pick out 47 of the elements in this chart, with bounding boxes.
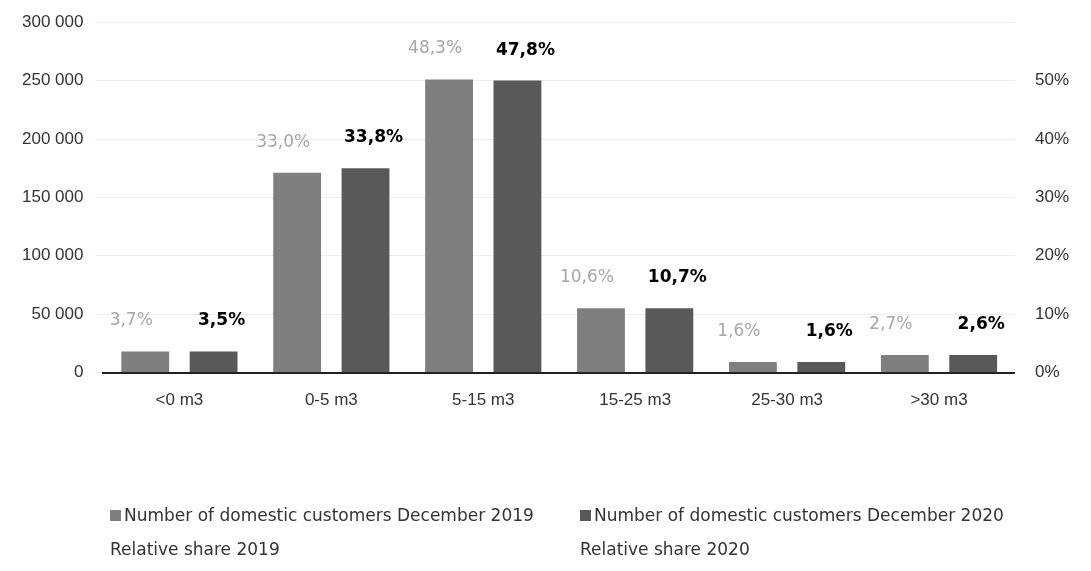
y2-tick-label: 50% — [1034, 70, 1070, 90]
text: Relative share 2019 — [110, 539, 281, 559]
y-tick-label: 300 000 — [22, 11, 84, 31]
x-tick-label: 15-25 m3 — [599, 390, 672, 410]
y-tick-label: 150 000 — [22, 187, 84, 207]
annotation: 1,6% — [805, 320, 853, 341]
y2-tick-label: 0% — [1034, 362, 1060, 382]
bar — [880, 355, 929, 373]
bar — [341, 168, 390, 373]
annotation: 33,8% — [344, 126, 404, 147]
legend-label: Number of domestic customers December 2020 — [594, 505, 1004, 525]
x-tick-label: 5-15 m3 — [452, 390, 515, 410]
bar — [577, 308, 625, 373]
y-tick-label: 50 000 — [31, 303, 84, 323]
y-tick-label: 100 000 — [22, 245, 84, 265]
bar — [425, 79, 473, 373]
y-tick-label: 250 000 — [22, 70, 84, 90]
annotation: 2,7% — [869, 313, 913, 333]
legend-label: Number of domestic customers December 2019 — [124, 505, 534, 525]
bar — [728, 362, 777, 373]
text: Relative share 2020 — [580, 539, 751, 559]
annotation: 47,8% — [495, 38, 555, 59]
bar — [645, 308, 694, 373]
bar — [121, 351, 170, 373]
y2-tick-label: 10% — [1034, 303, 1070, 323]
y2-tick-label: 20% — [1034, 245, 1070, 265]
y-tick-label: 200 000 — [22, 128, 84, 148]
y2-tick-label: 30% — [1034, 187, 1070, 207]
bar — [189, 351, 238, 373]
bar — [797, 362, 846, 373]
annotation: 3,5% — [198, 309, 246, 330]
annotation: 48,3% — [408, 37, 463, 58]
x-tick-label: 0-5 m3 — [304, 390, 358, 410]
bar — [273, 172, 322, 373]
y-tick-label: 0 — [73, 362, 84, 382]
x-tick-label: 25-30 m3 — [751, 390, 824, 410]
bar — [493, 80, 542, 373]
x-tick-label: <0 m3 — [155, 390, 204, 410]
annotation: 1,6% — [717, 320, 761, 341]
annotation: 2,6% — [957, 313, 1005, 333]
annotation: 3,7% — [109, 309, 153, 330]
y2-tick-label: 40% — [1034, 128, 1070, 148]
annotation: 33,0% — [256, 130, 311, 151]
annotation: 10,7% — [647, 266, 707, 287]
annotation: 10,6% — [559, 266, 614, 287]
bar — [949, 355, 998, 373]
x-tick-label: >30 m3 — [910, 390, 968, 410]
